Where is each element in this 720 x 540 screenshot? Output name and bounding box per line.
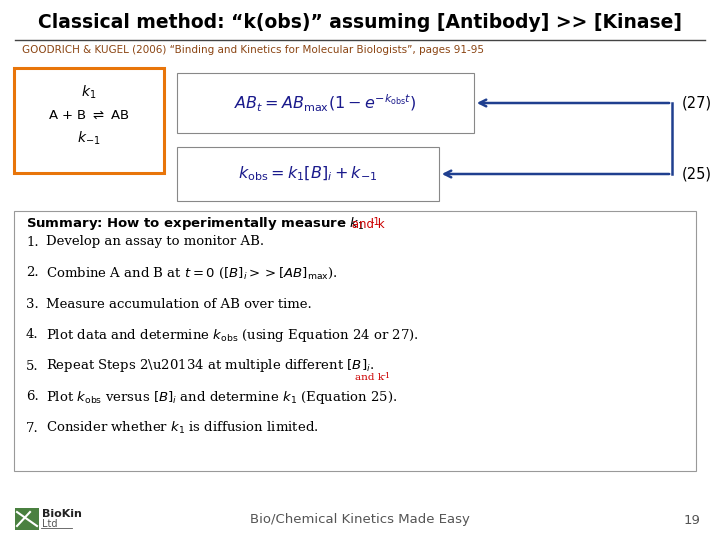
Text: 6.: 6. — [26, 390, 39, 403]
Text: Measure accumulation of AB over time.: Measure accumulation of AB over time. — [46, 298, 312, 310]
Text: and k: and k — [348, 218, 384, 231]
Text: 5.: 5. — [26, 360, 39, 373]
Text: Classical method: “k(obs)” assuming [Antibody] >> [Kinase]: Classical method: “k(obs)” assuming [Ant… — [38, 12, 682, 31]
Text: (25): (25) — [682, 166, 712, 181]
Text: Ltd: Ltd — [42, 519, 58, 529]
Text: $k_{\rm obs} = k_1[B]_i + k_{-1}$: $k_{\rm obs} = k_1[B]_i + k_{-1}$ — [238, 165, 378, 183]
Text: $k_1$: $k_1$ — [81, 83, 96, 100]
Text: 3.: 3. — [26, 298, 39, 310]
Text: 7.: 7. — [26, 422, 39, 435]
Text: Combine A and B at $t = 0$ ($[B]_i >> [AB]_{\max}$).: Combine A and B at $t = 0$ ($[B]_i >> [A… — [46, 265, 338, 281]
Text: A + B $\rightleftharpoons$ AB: A + B $\rightleftharpoons$ AB — [48, 109, 130, 122]
Text: Summary: How to experimentally measure $k_1$: Summary: How to experimentally measure $… — [26, 215, 364, 233]
Text: -1: -1 — [371, 217, 381, 227]
Text: BioKin: BioKin — [42, 509, 82, 519]
Text: Plot data and determine $k_{\rm obs}$ (using Equation 24 or 27).: Plot data and determine $k_{\rm obs}$ (u… — [46, 327, 419, 343]
FancyBboxPatch shape — [177, 147, 439, 201]
Text: Consider whether $k_1$ is diffusion limited.: Consider whether $k_1$ is diffusion limi… — [46, 420, 319, 436]
FancyBboxPatch shape — [177, 73, 474, 133]
Text: (27): (27) — [682, 96, 712, 111]
Text: 1.: 1. — [26, 235, 39, 248]
Text: -1: -1 — [383, 372, 391, 380]
Text: Repeat Steps 2\u20134 at multiple different $[B]_i$.: Repeat Steps 2\u20134 at multiple differ… — [46, 357, 374, 375]
Text: and k: and k — [355, 374, 384, 382]
FancyBboxPatch shape — [14, 68, 164, 173]
Text: 19: 19 — [683, 514, 700, 526]
Text: 4.: 4. — [26, 328, 39, 341]
FancyBboxPatch shape — [15, 508, 39, 530]
Text: GOODRICH & KUGEL (2006) “Binding and Kinetics for Molecular Biologists”, pages 9: GOODRICH & KUGEL (2006) “Binding and Kin… — [22, 45, 484, 55]
Text: $AB_t = AB_{\max}(1 - e^{-k_{\rm obs}t})$: $AB_t = AB_{\max}(1 - e^{-k_{\rm obs}t})… — [234, 92, 416, 113]
FancyBboxPatch shape — [14, 211, 696, 471]
Text: 2.: 2. — [26, 267, 39, 280]
Text: Bio/Chemical Kinetics Made Easy: Bio/Chemical Kinetics Made Easy — [250, 514, 470, 526]
Text: $k_{-1}$: $k_{-1}$ — [77, 129, 101, 147]
Text: Plot $k_{\rm obs}$ versus $[B]_i$ and determine $k_1$ (Equation 25).: Plot $k_{\rm obs}$ versus $[B]_i$ and de… — [46, 388, 397, 406]
Text: Develop an assay to monitor AB.: Develop an assay to monitor AB. — [46, 235, 264, 248]
